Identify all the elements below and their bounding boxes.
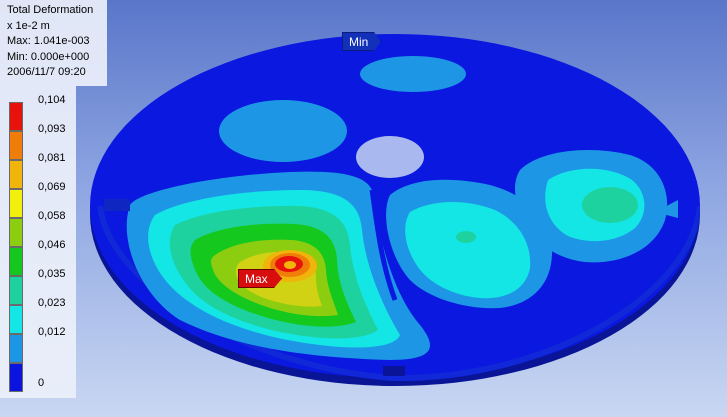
result-min: Min: 0.000e+000	[7, 50, 90, 63]
legend-swatch	[9, 334, 23, 363]
contour-mid-035	[456, 231, 476, 243]
legend-label: 0,012	[38, 326, 66, 338]
legend-label: 0,058	[38, 210, 66, 222]
legend-label: 0,069	[38, 181, 66, 193]
legend-label: 0,093	[38, 123, 66, 135]
contour-top-012	[219, 100, 347, 162]
result-timestamp: 2006/11/7 09:20	[7, 66, 86, 78]
result-title: Total Deformation	[7, 4, 94, 16]
legend-swatch	[9, 102, 23, 131]
result-max: Max: 1.041e-003	[7, 35, 90, 47]
max-probe-label[interactable]: Max	[238, 269, 282, 288]
legend-label: 0	[38, 377, 45, 389]
result-unit: x 1e-2 m	[7, 19, 50, 32]
legend-label: 0,104	[38, 94, 66, 106]
contour-mid-023	[405, 201, 531, 299]
result-info-panel: Total Deformation x 1e-2 m Max: 1.041e-0…	[0, 0, 107, 86]
rim-marker-left	[104, 199, 130, 211]
legend-swatch	[9, 247, 23, 276]
legend-swatch	[9, 305, 23, 334]
legend-swatch	[9, 160, 23, 189]
legend-label: 0,023	[38, 297, 66, 309]
saddle-band	[369, 189, 398, 301]
min-probe-label[interactable]: Min	[342, 32, 381, 51]
legend-swatch	[9, 276, 23, 305]
legend-swatch	[9, 218, 23, 247]
legend-label: 0,046	[38, 239, 66, 251]
max-spot-core	[284, 261, 296, 269]
contour-center-hole	[356, 136, 424, 178]
legend-swatch	[9, 363, 23, 392]
legend-label: 0,081	[38, 152, 66, 164]
legend-swatch	[9, 131, 23, 160]
contour-top-hole-ring	[360, 56, 466, 92]
legend-swatch	[9, 189, 23, 218]
rim-marker-bottom	[383, 366, 405, 376]
legend-label: 0,035	[38, 268, 66, 280]
rim-marker-right	[655, 200, 678, 218]
color-legend: 0,104 0,093 0,081 0,069 0,058 0,046 0,035 0,023…	[0, 86, 76, 398]
contour-right-035	[582, 187, 638, 223]
